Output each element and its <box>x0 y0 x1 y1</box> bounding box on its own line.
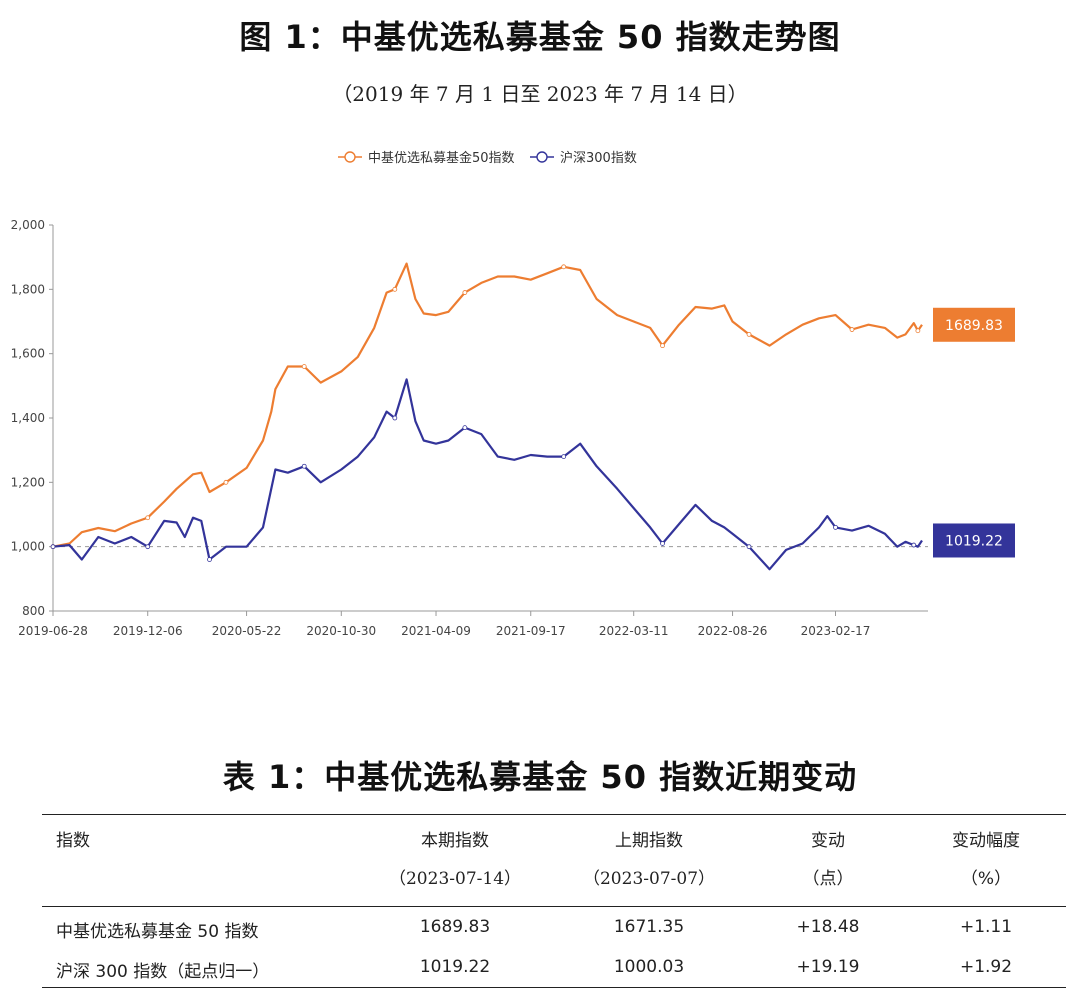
data-point-hs300 <box>833 524 838 530</box>
y-tick-label: 1,400 <box>11 411 45 425</box>
legend-item-hs300: 沪深300指数 <box>530 150 637 166</box>
data-point-fund-index <box>145 515 151 521</box>
header-previous: 上期指数 <box>615 831 683 851</box>
data-point-fund-index <box>561 264 567 270</box>
y-tick-label: 1,200 <box>11 475 45 489</box>
data-point-hs300 <box>145 544 151 550</box>
header-change: 变动 <box>811 831 845 851</box>
end-label-box-hs300 <box>933 523 1015 558</box>
row-previous: 1000.03 <box>613 957 685 977</box>
y-tick-label: 2,000 <box>11 218 45 232</box>
legend-label-hs300: 沪深300指数 <box>560 150 637 166</box>
row-current: 1019.22 <box>419 957 491 977</box>
x-tick-label: 2023-02-17 <box>801 624 871 638</box>
legend: 中基优选私募基金50指数 沪深300指数 <box>338 150 637 166</box>
data-point-fund-index <box>462 290 468 295</box>
data-point-fund-index <box>301 364 307 369</box>
table-rule-middle <box>42 906 1066 907</box>
data-point-fund-index <box>915 328 921 334</box>
y-tick-label: 800 <box>22 604 45 618</box>
data-point-hs300 <box>911 542 917 548</box>
data-point-hs300 <box>746 544 752 550</box>
data-point-hs300 <box>392 415 398 421</box>
x-tick-label: 2022-08-26 <box>698 624 768 638</box>
header-index: 指数 <box>56 831 90 851</box>
end-label-fund-index: 1689.83 <box>945 318 1003 334</box>
data-point-fund-index <box>660 343 665 349</box>
y-tick-label: 1,600 <box>11 347 45 361</box>
row-change: +18.48 <box>796 917 860 937</box>
y-tick-label: 1,800 <box>11 282 45 296</box>
data-point-fund-index <box>746 331 752 337</box>
row-previous: 1671.35 <box>613 917 685 937</box>
end-label-box-fund-index <box>933 307 1015 342</box>
table-rule-top <box>42 814 1066 815</box>
legend-item-fund-index: 中基优选私募基金50指数 <box>338 150 515 166</box>
data-point-hs300 <box>301 463 307 469</box>
data-point-hs300 <box>660 541 665 546</box>
data-point-fund-index <box>849 327 855 332</box>
figure-subtitle: （2019 年 7 月 1 日至 2023 年 7 月 14 日） <box>332 82 748 106</box>
data-point-hs300 <box>207 557 212 562</box>
y-axis: 800 1,000 1,200 1,400 1,600 1,800 2,000 <box>11 218 54 618</box>
data-point-hs300 <box>561 454 567 460</box>
row-change: +19.19 <box>796 957 860 977</box>
table-rule-bottom <box>42 987 1066 988</box>
index-line-chart: 中基优选私募基金50指数 沪深300指数 800 1,000 1,200 1,400 1… <box>11 150 1015 638</box>
header-current: 本期指数 <box>421 831 489 851</box>
row-change-pct: +1.11 <box>959 917 1013 937</box>
x-axis: 2019-06-28 2019-12-06 2020-05-22 2020-10-30… <box>18 610 928 638</box>
y-tick-label: 1,000 <box>11 540 45 554</box>
legend-label-fund-index: 中基优选私募基金50指数 <box>368 150 515 166</box>
row-name: 沪深 300 指数（起点归一） <box>56 962 270 982</box>
data-point-hs300 <box>50 544 56 550</box>
x-tick-label: 2020-05-22 <box>212 624 282 638</box>
x-tick-label: 2019-06-28 <box>18 624 88 638</box>
x-tick-label: 2021-09-17 <box>496 624 566 638</box>
header-change-unit: （点） <box>802 869 854 889</box>
series-layer <box>50 262 923 571</box>
row-name: 中基优选私募基金 50 指数 <box>56 922 259 942</box>
header-current-date: （2023-07-14） <box>388 869 522 889</box>
data-point-hs300 <box>462 425 468 431</box>
x-tick-label: 2020-10-30 <box>306 624 376 638</box>
data-point-fund-index <box>223 479 229 485</box>
table-title: 表 1：中基优选私募基金 50 指数近期变动 <box>222 758 858 796</box>
header-change-pct-unit: （%） <box>960 869 1012 889</box>
series-line-fund-index <box>52 262 923 548</box>
figure-title: 图 1：中基优选私募基金 50 指数走势图 <box>239 18 841 56</box>
x-tick-label: 2021-04-09 <box>401 624 471 638</box>
end-labels: 1689.83 1019.22 <box>933 307 1015 558</box>
row-change-pct: +1.92 <box>959 957 1013 977</box>
x-tick-label: 2019-12-06 <box>113 624 183 638</box>
legend-marker-hs300 <box>536 151 548 163</box>
end-label-hs300: 1019.22 <box>945 533 1003 549</box>
row-current: 1689.83 <box>419 917 491 937</box>
header-previous-date: （2023-07-07） <box>582 869 716 889</box>
legend-marker-fund-index <box>344 151 356 163</box>
data-point-fund-index <box>392 286 398 292</box>
x-tick-label: 2022-03-11 <box>599 624 669 638</box>
header-change-pct: 变动幅度 <box>952 831 1020 851</box>
series-line-hs300 <box>52 378 923 571</box>
